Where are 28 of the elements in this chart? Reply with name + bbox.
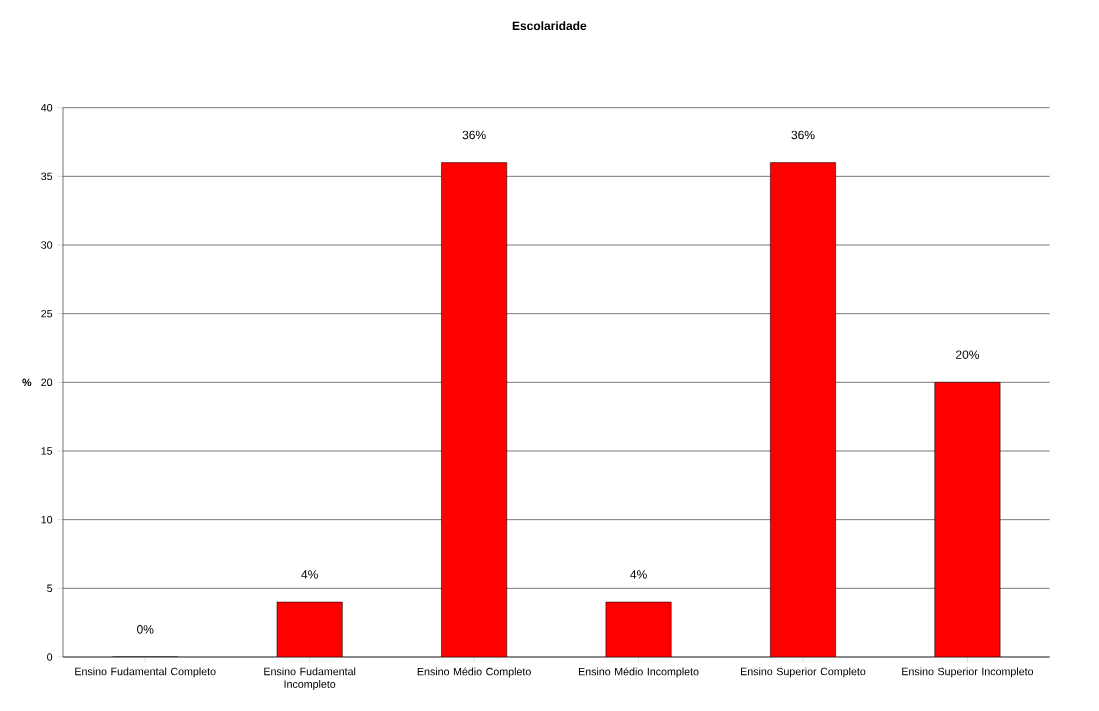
y-tick-label: 5 bbox=[47, 584, 53, 593]
data-label: 36% bbox=[791, 130, 815, 140]
x-tick-label: Ensino Médio Completo bbox=[417, 667, 531, 678]
y-tick-label: 20 bbox=[41, 378, 53, 387]
y-tick-label: 40 bbox=[40, 103, 53, 112]
data-label: 0% bbox=[137, 625, 154, 634]
y-tick-label: 25 bbox=[41, 309, 53, 318]
y-axis-title: % bbox=[22, 378, 32, 387]
bar bbox=[276, 601, 343, 657]
bar bbox=[934, 382, 1001, 657]
data-label: 4% bbox=[301, 570, 318, 579]
bar bbox=[770, 162, 836, 657]
bar bbox=[605, 601, 672, 657]
x-tick-label: Ensino Fudamental Incompleto bbox=[264, 667, 356, 691]
x-tick-label: Ensino Superior Incompleto bbox=[902, 667, 1034, 678]
x-tick-label: Ensino Médio Incompleto bbox=[578, 667, 699, 678]
data-label: 4% bbox=[630, 570, 647, 579]
y-tick-label: 15 bbox=[41, 447, 53, 455]
data-label: 20% bbox=[956, 350, 980, 359]
y-tick-label: 30 bbox=[41, 241, 53, 249]
y-tick-label: 35 bbox=[41, 172, 53, 181]
y-tick-label: 0 bbox=[47, 653, 53, 661]
bar bbox=[441, 162, 508, 657]
y-tick-label: 10 bbox=[41, 515, 53, 524]
chart-title: Escolaridade bbox=[512, 21, 587, 31]
x-tick-label: Ensino Fudamental Completo bbox=[75, 667, 216, 678]
data-label: 36% bbox=[462, 130, 486, 140]
x-tick-label: Ensino Superior Completo bbox=[741, 667, 866, 678]
